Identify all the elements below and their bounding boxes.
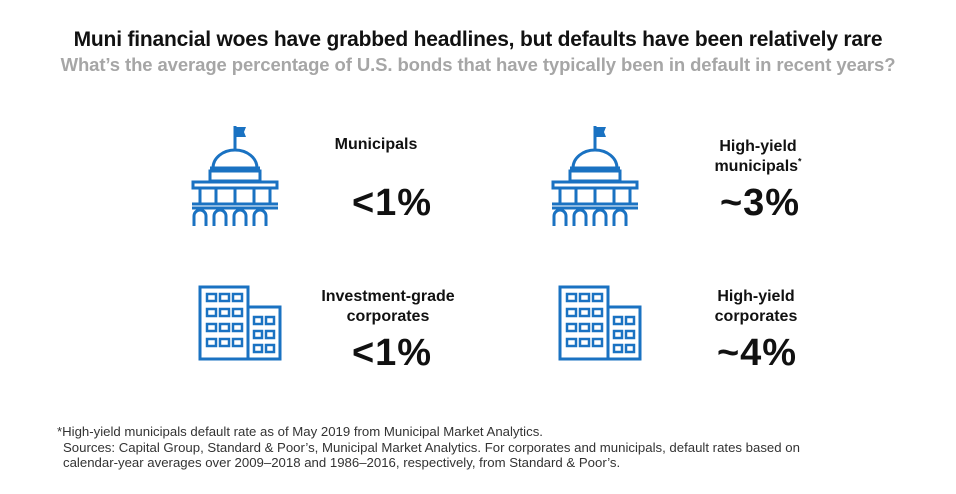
office-buildings-icon bbox=[558, 285, 642, 361]
footnote-sources-cont: calendar-year averages over 2009–2018 an… bbox=[63, 455, 621, 470]
item-label-line: corporates bbox=[346, 308, 430, 325]
item-label-line: High-yield bbox=[717, 288, 795, 305]
item-value-high-yield-municipals: ~3% bbox=[719, 182, 801, 224]
item-label-municipals: Municipals bbox=[334, 136, 418, 153]
page-subtitle: What’s the average percentage of U.S. bo… bbox=[60, 54, 896, 75]
footnote-note: *High-yield municipals default rate as o… bbox=[57, 424, 543, 439]
page-title: Muni financial woes have grabbed headlin… bbox=[73, 28, 883, 51]
footnote-sources: Sources: Capital Group, Standard & Poor’… bbox=[63, 439, 800, 455]
item-label-high-yield-municipals: High-yield municipals* bbox=[658, 137, 858, 177]
item-label-line: High-yield bbox=[719, 138, 797, 155]
item-label-line: corporates bbox=[714, 308, 798, 325]
item-label-investment-grade-corporates: Investment-grade corporates bbox=[288, 287, 488, 327]
capitol-building-icon bbox=[550, 124, 640, 228]
capitol-building-icon bbox=[190, 124, 280, 228]
item-value-municipals: <1% bbox=[351, 182, 433, 224]
item-label-high-yield-corporates: High-yield corporates bbox=[656, 287, 856, 327]
office-buildings-icon bbox=[198, 285, 282, 361]
item-label-line: Investment-grade bbox=[321, 288, 455, 305]
item-value-investment-grade-corporates: <1% bbox=[351, 332, 433, 374]
footnotes: *High-yield municipals default rate as o… bbox=[57, 424, 937, 471]
item-label-line: municipals bbox=[714, 158, 799, 175]
footnote-marker: * bbox=[798, 156, 802, 167]
item-value-high-yield-corporates: ~4% bbox=[716, 332, 798, 374]
